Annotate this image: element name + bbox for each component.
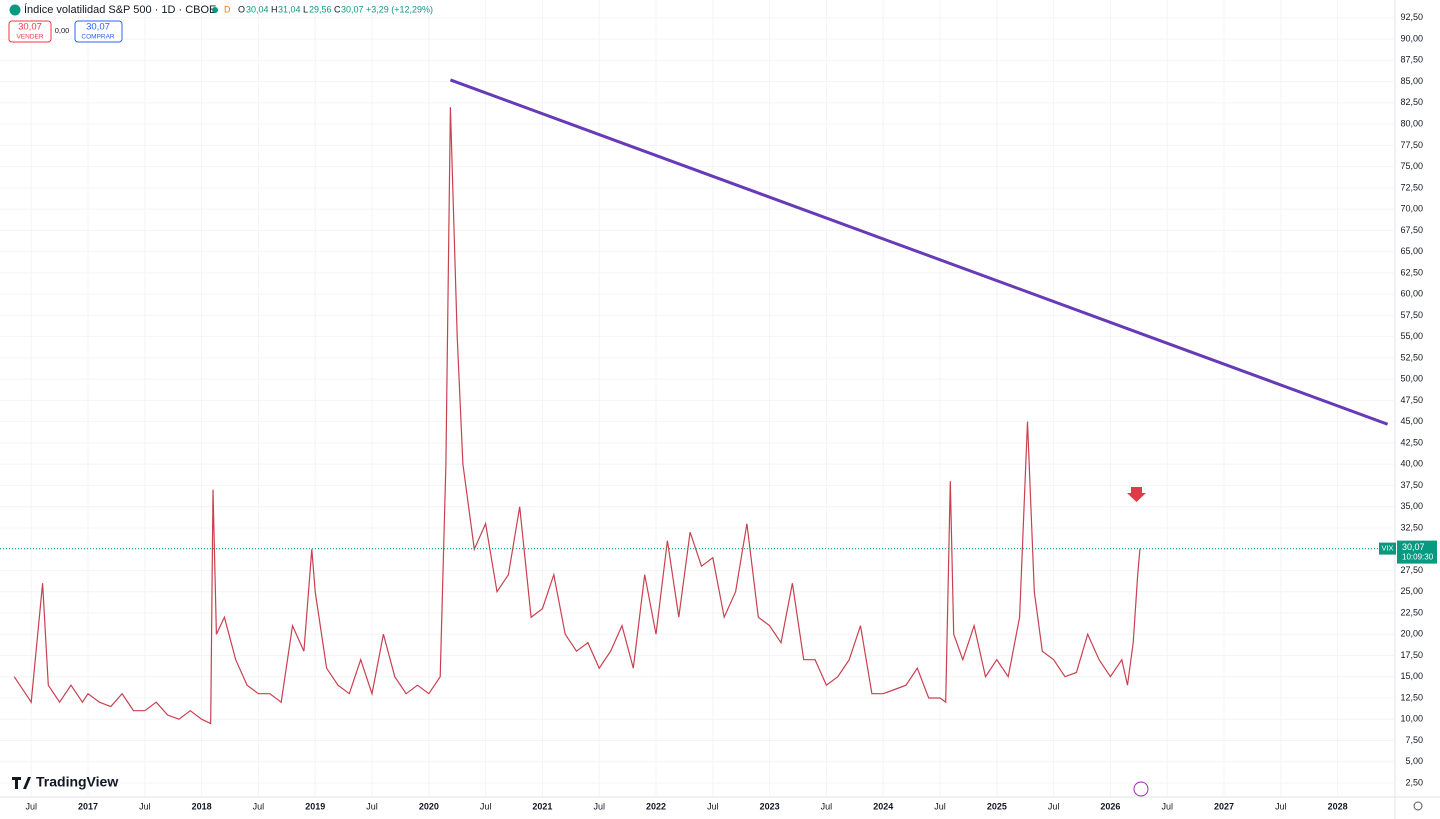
x-tick-label: Jul [25,801,37,811]
y-tick-label: 27,50 [1400,565,1423,575]
y-tick-label: 72,50 [1400,182,1423,192]
y-tick-label: 47,50 [1400,395,1423,405]
sell-price[interactable]: 30,07 [18,22,42,33]
x-tick-label: Jul [821,801,833,811]
y-tick-label: 60,00 [1400,289,1423,299]
last-price-label: 30,07 [1402,542,1425,552]
y-tick-label: 12,50 [1400,692,1423,702]
y-tick-label: 42,50 [1400,437,1423,447]
x-tick-label: 2025 [987,801,1007,811]
y-tick-label: 2,50 [1405,777,1423,787]
x-tick-label: 2027 [1214,801,1234,811]
h-value: 31,04 [278,4,301,14]
y-tick-label: 25,00 [1400,586,1423,596]
c-value: 30,07 [341,4,364,14]
y-tick-label: 55,00 [1400,331,1423,341]
alert-arrow [1127,487,1146,502]
buy-button[interactable]: 30,07 COMPRAR [74,20,123,43]
o-label: O [238,4,245,14]
chart-title: Índice volatilidad S&P 500 · 1D · CBOE [24,3,216,16]
y-tick-label: 10,00 [1400,714,1423,724]
sell-box[interactable] [8,20,52,43]
y-tick-label: 75,00 [1400,161,1423,171]
y-tick-label: 85,00 [1400,76,1423,86]
trend-line [449,78,1389,426]
o-value: 30,04 [246,4,269,14]
interval-badge: D [224,4,231,14]
y-tick-label: 50,00 [1400,374,1423,384]
event-icon[interactable] [1133,781,1149,797]
y-tick-label: 82,50 [1400,97,1423,107]
ohlc-legend: O 30,04 H 31,04 L 29,56 C 30,07 +3,29 (+… [238,4,433,14]
y-tick-label: 52,50 [1400,352,1423,362]
y-tick-label: 32,50 [1400,522,1423,532]
countdown: 10:09:30 [1402,553,1434,562]
y-tick-label: 65,00 [1400,246,1423,256]
h-label: H [271,4,278,14]
change: +3,29 (+12,29%) [366,4,433,14]
brand: TradingView [36,774,118,790]
buy-box[interactable] [74,20,123,43]
y-tick-label: 62,50 [1400,267,1423,277]
x-tick-label: 2026 [1100,801,1120,811]
x-tick-label: 2018 [192,801,212,811]
y-tick-label: 40,00 [1400,459,1423,469]
sell-button[interactable]: 30,07 VENDER [8,20,52,43]
y-tick-label: 70,00 [1400,204,1423,214]
settings-icon[interactable] [1413,801,1423,811]
x-tick-label: Jul [366,801,378,811]
x-tick-label: Jul [480,801,492,811]
y-tick-label: 87,50 [1400,55,1423,65]
y-tick-label: 17,50 [1400,650,1423,660]
y-tick-label: 5,00 [1405,756,1423,766]
y-tick-label: 20,00 [1400,629,1423,639]
spread: 0,00 [55,26,70,35]
y-tick-label: 67,50 [1400,225,1423,235]
y-tick-label: 15,00 [1400,671,1423,681]
x-tick-label: Jul [934,801,946,811]
y-tick-label: 7,50 [1405,735,1423,745]
x-tick-label: Jul [253,801,265,811]
x-tick-label: Jul [1275,801,1287,811]
brand-logo [12,777,31,789]
y-tick-label: 37,50 [1400,480,1423,490]
price-line [13,107,1141,725]
x-tick-label: Jul [139,801,151,811]
y-tick-label: 90,00 [1400,33,1423,43]
price-tag [1397,540,1437,564]
l-value: 29,56 [309,4,332,14]
x-tick-label: Jul [707,801,719,811]
l-label: L [303,4,308,14]
plot [0,0,1395,797]
y-tick-label: 92,50 [1400,12,1423,22]
x-tick-label: 2023 [760,801,780,811]
market-dot [212,7,218,13]
x-tick-label: 2022 [646,801,666,811]
buy-price[interactable]: 30,07 [86,22,110,33]
y-tick-label: 80,00 [1400,118,1423,128]
y-tick-label: 22,50 [1400,607,1423,617]
symbol-label: VIX [1381,544,1393,553]
x-tick-label: 2020 [419,801,439,811]
buy-label[interactable]: COMPRAR [81,34,115,41]
x-tick-label: 2028 [1328,801,1348,811]
symbol-tag [1379,542,1396,555]
x-tick-label: 2019 [305,801,325,811]
x-tick-label: Jul [593,801,605,811]
y-tick-label: 35,00 [1400,501,1423,511]
status-icon [9,4,21,16]
x-tick-label: 2017 [78,801,98,811]
sell-label[interactable]: VENDER [16,34,43,41]
c-label: C [334,4,341,14]
x-tick-label: Jul [1048,801,1060,811]
y-tick-label: 77,50 [1400,140,1423,150]
x-tick-label: 2021 [532,801,552,811]
x-tick-label: 2024 [873,801,893,811]
y-tick-label: 57,50 [1400,310,1423,320]
x-tick-label: Jul [1161,801,1173,811]
y-tick-label: 45,00 [1400,416,1423,426]
